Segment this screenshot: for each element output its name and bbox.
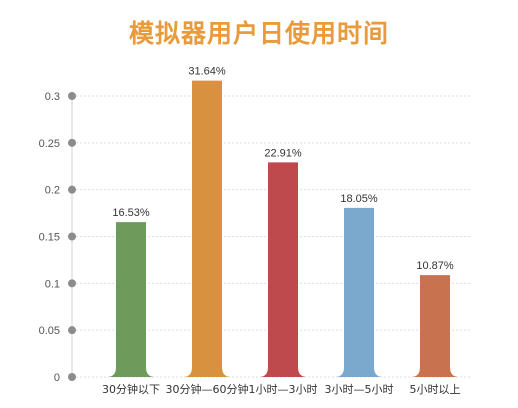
bar bbox=[411, 275, 459, 377]
bars bbox=[107, 80, 459, 377]
y-tick-dot bbox=[68, 92, 76, 100]
bar bbox=[335, 207, 383, 377]
y-tick-label: 0 bbox=[54, 372, 60, 384]
data-label: 31.64% bbox=[188, 66, 226, 78]
y-tick-label: 0.15 bbox=[39, 232, 60, 244]
y-axis: 0 0.05 0.1 0.15 0.2 0.25 0.3 bbox=[39, 91, 76, 384]
y-tick-dot bbox=[68, 138, 76, 147]
y-tick-dot bbox=[68, 326, 76, 335]
y-tick-dot bbox=[68, 373, 76, 381]
y-tick-dot bbox=[68, 279, 76, 288]
data-label: 10.87% bbox=[416, 260, 454, 272]
y-tick-dot bbox=[68, 232, 76, 241]
category-label: 30分钟以下 bbox=[102, 382, 160, 396]
category-label: 5小时以上 bbox=[410, 383, 461, 396]
data-label: 16.53% bbox=[112, 207, 150, 219]
y-tick-dot bbox=[68, 185, 76, 194]
category-label: 1小时—3小时 bbox=[249, 383, 318, 396]
y-tick-label: 0.2 bbox=[45, 185, 60, 197]
data-label: 18.05% bbox=[340, 193, 378, 205]
bar bbox=[259, 162, 307, 377]
y-tick-label: 0.1 bbox=[45, 278, 60, 290]
y-tick-label: 0.05 bbox=[39, 325, 60, 337]
labels: 16.53% 30分钟以下 31.64% 30分钟—60分钟 22.91% 1小时—3小时… bbox=[102, 66, 461, 396]
bar bbox=[183, 80, 231, 377]
chart-title: 模拟器用户日使用时间 bbox=[128, 19, 389, 48]
bar bbox=[107, 222, 155, 377]
category-label: 3小时—5小时 bbox=[325, 383, 394, 396]
y-tick-label: 0.3 bbox=[45, 91, 60, 103]
category-label: 30分钟—60分钟 bbox=[166, 382, 249, 396]
data-label: 22.91% bbox=[264, 147, 302, 159]
y-tick-label: 0.25 bbox=[39, 138, 60, 150]
